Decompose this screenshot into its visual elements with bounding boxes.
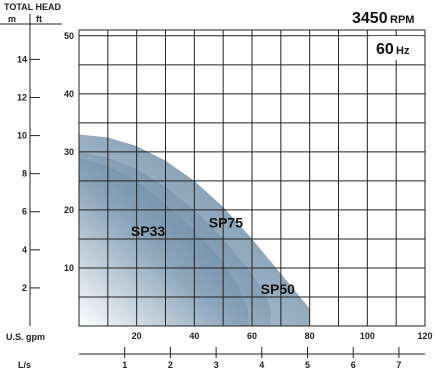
y-ft-tick-label: 50 bbox=[64, 31, 74, 41]
x-gpm-tick-label: 40 bbox=[189, 331, 199, 341]
x-primary-label: U.S. gpm bbox=[6, 332, 45, 342]
y-ft-tick-label: 30 bbox=[64, 147, 74, 157]
speed-box: 3450 RPM 60 Hz bbox=[341, 7, 425, 60]
x-gpm-tick-label: 120 bbox=[417, 331, 432, 341]
y-unit-ft: ft bbox=[36, 14, 42, 24]
chart-grid bbox=[78, 29, 426, 327]
x-ls-tick-label: 2 bbox=[168, 360, 173, 370]
curve-label-sp33: SP33 bbox=[131, 223, 165, 239]
y-m-tick-label: 8 bbox=[22, 169, 27, 179]
x-gpm-tick-label: 100 bbox=[360, 331, 375, 341]
y-unit-m: m bbox=[8, 14, 16, 24]
curve-label-sp50: SP50 bbox=[261, 281, 295, 297]
x-gpm-tick-label: 60 bbox=[247, 331, 257, 341]
frequency-unit: Hz bbox=[396, 45, 410, 57]
x-secondary-label: L/s bbox=[18, 360, 31, 370]
y-m-tick-label: 14 bbox=[17, 54, 27, 64]
y-m-tick-label: 6 bbox=[22, 207, 27, 217]
frequency-box-bg bbox=[370, 36, 422, 60]
x-ls-tick-label: 6 bbox=[351, 360, 356, 370]
speed-value: 3450 bbox=[352, 10, 388, 27]
x-gpm-tick-label: 20 bbox=[132, 331, 142, 341]
speed-box-bg bbox=[341, 7, 425, 25]
speed-unit: RPM bbox=[390, 14, 414, 26]
y-m-tick-label: 10 bbox=[17, 131, 27, 141]
y-ft-tick-label: 40 bbox=[64, 89, 74, 99]
y-m-tick-label: 2 bbox=[22, 283, 27, 293]
y-m-tick-label: 12 bbox=[17, 92, 27, 102]
x-ls-tick-label: 4 bbox=[259, 360, 264, 370]
x-ls-tick-label: 7 bbox=[396, 360, 401, 370]
x-ls-tick-label: 1 bbox=[122, 360, 127, 370]
x-ls-tick-label: 3 bbox=[214, 360, 219, 370]
area-sp33 bbox=[79, 157, 250, 326]
y-axis-title: TOTAL HEAD bbox=[4, 2, 62, 12]
y-m-tick-label: 4 bbox=[22, 245, 27, 255]
y-ft-tick-label: 10 bbox=[64, 263, 74, 273]
curve-label-sp75: SP75 bbox=[209, 214, 243, 230]
x-gpm-tick-label: 80 bbox=[305, 331, 315, 341]
y-ft-tick-label: 20 bbox=[64, 205, 74, 215]
frequency-value: 60 bbox=[376, 41, 394, 58]
x-ls-tick-label: 5 bbox=[305, 360, 310, 370]
